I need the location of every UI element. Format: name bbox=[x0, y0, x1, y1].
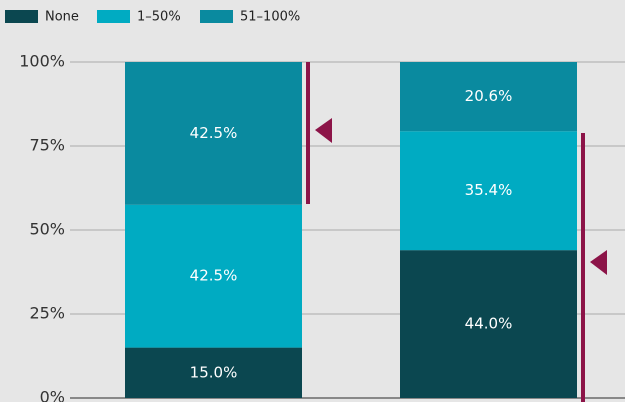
value-label: 44.0% bbox=[465, 315, 513, 333]
legend-label: 51–100% bbox=[240, 10, 300, 25]
legend: None 1–50% 51–100% bbox=[5, 10, 300, 25]
labels: 15.0% 42.5% 42.5% 44.0% 35.4% 20.6% bbox=[190, 87, 513, 381]
y-tick-label: 50% bbox=[29, 220, 65, 239]
legend-swatch bbox=[200, 10, 233, 23]
bar-segment bbox=[400, 131, 577, 251]
annotations bbox=[306, 62, 607, 402]
value-label: 20.6% bbox=[465, 87, 513, 105]
bar-segment bbox=[400, 62, 577, 132]
y-tick-label: 0% bbox=[40, 388, 65, 402]
value-label: 42.5% bbox=[190, 124, 238, 142]
annotation-arrow bbox=[590, 250, 607, 275]
value-label: 35.4% bbox=[465, 181, 513, 199]
bar-segment bbox=[400, 250, 577, 398]
legend-swatch bbox=[97, 10, 130, 23]
y-tick-label: 25% bbox=[29, 304, 65, 323]
value-label: 42.5% bbox=[190, 267, 238, 285]
legend-label: None bbox=[45, 10, 79, 25]
bar-segment bbox=[125, 62, 302, 205]
legend-swatch bbox=[5, 10, 38, 23]
bar-segment bbox=[125, 347, 302, 398]
legend-label: 1–50% bbox=[137, 10, 181, 25]
value-label: 15.0% bbox=[190, 363, 238, 381]
bar-segment bbox=[125, 204, 302, 348]
y-tick-label: 75% bbox=[29, 136, 65, 155]
y-tick-label: 100% bbox=[19, 52, 65, 71]
bars bbox=[125, 62, 577, 398]
annotation-arrow bbox=[315, 118, 332, 143]
